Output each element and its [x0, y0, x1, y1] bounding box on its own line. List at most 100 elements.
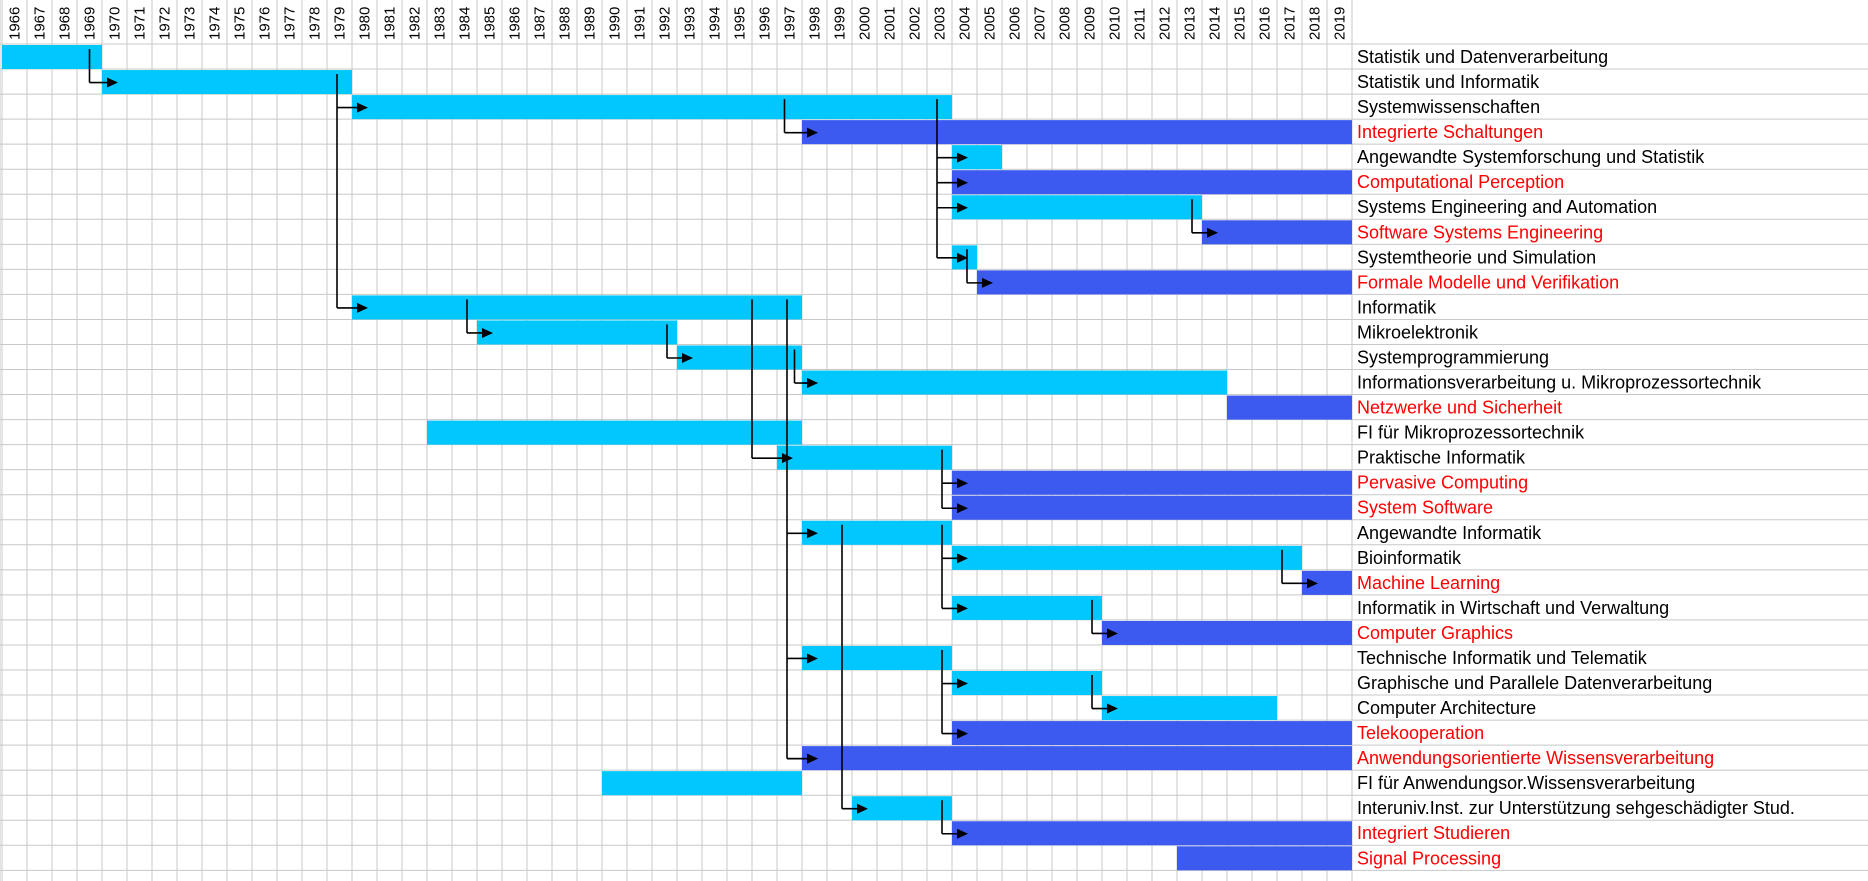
row-label: Integrierte Schaltungen: [1357, 122, 1543, 142]
gantt-bar: [802, 520, 952, 545]
gantt-bar: [427, 420, 802, 445]
row-label: Informatik in Wirtschaft und Verwaltung: [1357, 598, 1669, 618]
gantt-bar: [802, 370, 1227, 395]
year-tick-label: 1981: [382, 7, 399, 40]
year-tick-label: 1989: [582, 7, 599, 40]
transition-arrow: [807, 653, 818, 664]
transition-arrow: [957, 553, 968, 564]
gantt-bar: [677, 345, 802, 370]
transition-arrow: [1207, 227, 1218, 238]
gantt-bar: [952, 821, 1352, 846]
row-label: Angewandte Informatik: [1357, 523, 1542, 543]
year-tick-label: 1998: [807, 7, 824, 40]
row-label: FI für Mikroprozessortechnik: [1357, 423, 1585, 443]
year-tick-label: 2013: [1182, 7, 1199, 40]
year-tick-label: 2019: [1332, 7, 1349, 40]
row-label: Informationsverarbeitung u. Mikroprozess…: [1357, 373, 1762, 393]
year-tick-label: 1979: [332, 7, 349, 40]
gantt-bar: [802, 746, 1352, 771]
gantt-bar: [102, 70, 352, 95]
transition-arrow: [957, 152, 968, 163]
gantt-bar: [852, 796, 952, 821]
year-tick-label: 1995: [732, 7, 749, 40]
year-tick-label: 1977: [282, 7, 299, 40]
year-tick-label: 1967: [32, 7, 49, 40]
transition-arrow: [1307, 578, 1318, 589]
gantt-bar: [952, 671, 1102, 696]
year-tick-label: 2001: [882, 7, 899, 40]
row-labels: Statistik und Datenverarbeitung Statistik…: [1357, 47, 1795, 868]
transition-arrow: [957, 603, 968, 614]
year-tick-label: 1997: [782, 7, 799, 40]
year-tick-label: 1970: [107, 7, 124, 40]
gantt-bar: [2, 45, 102, 70]
year-tick-label: 1973: [182, 7, 199, 40]
year-tick-label: 1975: [232, 7, 249, 40]
year-tick-label: 1966: [7, 7, 24, 40]
row-label: Praktische Informatik: [1357, 448, 1526, 468]
year-tick-label: 1994: [707, 7, 724, 40]
year-tick-label: 1985: [482, 7, 499, 40]
row-label: Integriert Studieren: [1357, 823, 1510, 843]
gantt-bar: [602, 771, 802, 796]
transition-arrow: [1107, 628, 1118, 639]
gantt-bar: [1202, 220, 1352, 245]
transition-arrow: [857, 803, 868, 814]
year-tick-label: 2016: [1257, 7, 1274, 40]
row-label: Formale Modelle und Verifikation: [1357, 272, 1619, 292]
year-tick-label: 2010: [1107, 7, 1124, 40]
year-tick-label: 2008: [1057, 7, 1074, 40]
year-tick-label: 1968: [57, 7, 74, 40]
year-tick-label: 1982: [407, 7, 424, 40]
transition-arrow: [682, 353, 693, 363]
year-tick-label: 2011: [1132, 8, 1149, 40]
transition-arrow: [957, 252, 968, 263]
transition-arrow: [357, 102, 368, 113]
year-tick-label: 2017: [1282, 7, 1299, 40]
row-label: Interuniv.Inst. zur Unterstützung sehges…: [1357, 798, 1795, 818]
transition-arrow: [807, 378, 818, 389]
row-label: Telekooperation: [1357, 723, 1484, 743]
year-tick-label: 1978: [307, 7, 324, 40]
transition-arrow: [957, 478, 968, 489]
transition-arrow: [982, 277, 993, 288]
year-tick-label: 1988: [557, 7, 574, 40]
gantt-bar: [477, 320, 677, 345]
year-tick-label: 1984: [457, 7, 474, 40]
row-label: Machine Learning: [1357, 573, 1500, 593]
gantt-bar: [952, 495, 1352, 520]
transition-arrow: [1107, 703, 1118, 714]
transition-arrow: [957, 177, 968, 188]
row-label: Bioinformatik: [1357, 548, 1462, 568]
year-tick-label: 2012: [1157, 7, 1174, 40]
transition-arrow: [957, 202, 968, 213]
gantt-bar: [1177, 846, 1352, 871]
year-tick-label: 1987: [532, 7, 549, 40]
year-tick-label: 1983: [432, 7, 449, 40]
year-axis: 1966 1967 1968 1969 1970 1971 1972 1973 1974 1975…: [7, 7, 1349, 40]
transition-arrow: [357, 302, 368, 313]
gantt-bar: [1227, 395, 1352, 420]
row-label: Computational Perception: [1357, 172, 1564, 192]
gantt-bar: [952, 170, 1352, 195]
year-tick-label: 2015: [1232, 7, 1249, 40]
gantt-bar: [952, 721, 1352, 746]
transition-arrow: [957, 503, 968, 514]
gantt-bar: [802, 645, 952, 670]
gantt-bar: [1102, 696, 1277, 721]
row-label: Technische Informatik und Telematik: [1357, 648, 1648, 668]
year-tick-label: 2009: [1082, 7, 1099, 40]
transition-arrow: [807, 528, 818, 539]
year-tick-label: 2002: [907, 7, 924, 40]
row-label: Anwendungsorientierte Wissensverarbeitun…: [1357, 748, 1714, 768]
row-label: Angewandte Systemforschung und Statistik: [1357, 147, 1705, 167]
year-tick-label: 2003: [932, 7, 949, 40]
year-tick-label: 2005: [982, 7, 999, 40]
gantt-bar: [352, 295, 802, 320]
year-tick-label: 2018: [1307, 7, 1324, 40]
row-label: Computer Graphics: [1357, 623, 1513, 643]
year-tick-label: 1991: [632, 7, 649, 40]
row-label: Graphische und Parallele Datenverarbeitu…: [1357, 673, 1712, 693]
gantt-bar: [352, 95, 952, 120]
year-tick-label: 2004: [957, 7, 974, 40]
